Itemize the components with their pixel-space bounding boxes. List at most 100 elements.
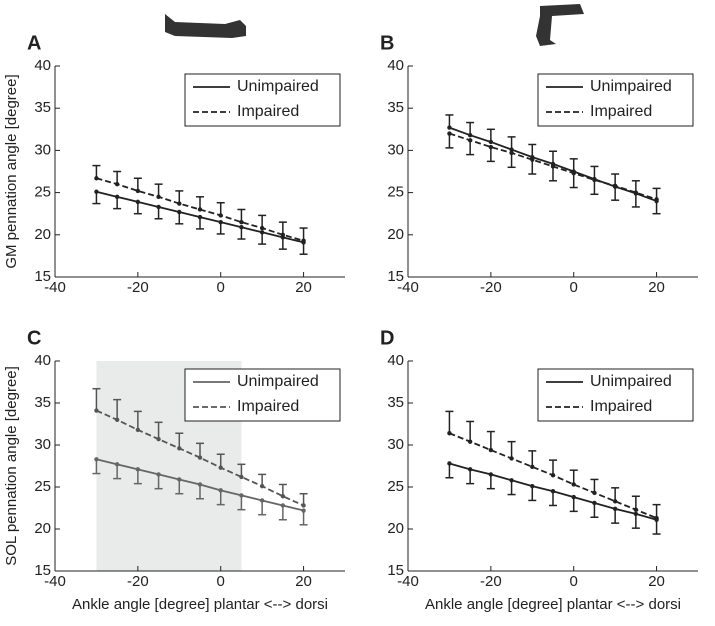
y-tick-label: 35 <box>387 99 404 116</box>
y-tick-label: 15 <box>387 562 404 579</box>
legend-label: Impaired <box>590 398 652 415</box>
error-bar <box>445 463 454 479</box>
error-bar <box>258 500 267 516</box>
x-tick-label: -20 <box>127 279 149 296</box>
y-tick-label: 20 <box>34 520 51 537</box>
error-bar <box>133 469 142 485</box>
x-tick-label: -20 <box>127 573 149 590</box>
error-bar <box>569 469 578 485</box>
error-bar <box>278 505 287 521</box>
error-bar <box>113 398 122 420</box>
error-bar <box>528 159 537 175</box>
legend-box <box>537 73 694 127</box>
y-tick-label: 25 <box>387 184 404 201</box>
y-tick-label: 35 <box>387 394 404 411</box>
y-tick-label: 40 <box>34 352 51 369</box>
point <box>654 515 659 521</box>
x-tick-label: 0 <box>217 279 225 296</box>
y-axis-label: GM pennation angle [degree] <box>3 74 20 268</box>
error-bar <box>113 464 122 480</box>
series-line <box>449 132 657 201</box>
leg-icon-flexed <box>536 4 584 46</box>
x-tick-label: -40 <box>397 573 419 590</box>
error-bar <box>466 420 475 442</box>
x-tick-label: 20 <box>295 573 312 590</box>
error-bar <box>569 173 578 189</box>
error-bar <box>486 147 495 163</box>
error-bar <box>631 495 640 510</box>
legend-label: Impaired <box>237 103 299 120</box>
error-bar <box>445 410 454 434</box>
x-axis-label: Ankle angle [degree] plantar <--> dorsi <box>425 596 681 613</box>
y-tick-label: 15 <box>34 562 51 579</box>
error-bar <box>445 133 454 149</box>
legend-box <box>537 368 694 422</box>
x-axis-label: Ankle angle [degree] plantar <--> dorsi <box>72 596 328 613</box>
x-tick-label: -40 <box>397 279 419 296</box>
error-bar <box>569 497 578 513</box>
error-bar <box>507 440 516 459</box>
error-bar <box>486 430 495 451</box>
y-tick-label: 15 <box>387 268 404 285</box>
legend-label: Unimpaired <box>590 78 672 95</box>
error-bar <box>590 478 599 493</box>
error-bar <box>216 490 225 506</box>
error-bar <box>590 502 599 518</box>
y-tick-label: 25 <box>387 478 404 495</box>
legend-label: Impaired <box>237 398 299 415</box>
x-tick-label: 20 <box>648 279 665 296</box>
error-bar <box>92 459 101 475</box>
error-bar <box>466 469 475 485</box>
error-bar <box>486 474 495 490</box>
y-tick-label: 40 <box>387 57 404 74</box>
y-tick-label: 35 <box>34 99 51 116</box>
x-tick-label: 20 <box>295 279 312 296</box>
y-tick-label: 40 <box>34 57 51 74</box>
y-tick-label: 20 <box>34 226 51 243</box>
legend-label: Impaired <box>590 103 652 120</box>
legend-box <box>184 73 341 127</box>
panel-label: D <box>380 327 394 349</box>
error-bar <box>92 387 101 411</box>
error-bar <box>611 508 620 524</box>
x-tick-label: -20 <box>480 573 502 590</box>
leg-icon-extended <box>165 14 246 38</box>
error-bar <box>652 503 661 519</box>
series-line <box>96 409 304 507</box>
error-bar <box>196 442 204 458</box>
legend-box <box>184 368 341 422</box>
error-bar <box>175 479 184 495</box>
error-bar <box>652 519 661 535</box>
error-bar <box>549 491 557 507</box>
y-tick-label: 35 <box>34 394 51 411</box>
error-bar <box>549 459 557 476</box>
series-line <box>96 458 304 512</box>
error-bar <box>175 432 184 449</box>
x-tick-label: 0 <box>570 573 578 590</box>
x-tick-label: -20 <box>480 279 502 296</box>
legend-label: Unimpaired <box>590 373 672 390</box>
error-bar <box>611 487 620 502</box>
legend-label: Unimpaired <box>237 373 319 390</box>
error-bar <box>466 140 475 156</box>
error-bar <box>237 495 246 511</box>
y-tick-label: 30 <box>387 436 404 453</box>
x-tick-label: 0 <box>570 279 578 296</box>
error-bar <box>528 450 537 467</box>
legend-label: Unimpaired <box>237 78 319 95</box>
error-bar <box>549 166 557 182</box>
y-tick-label: 15 <box>34 268 51 285</box>
error-bar <box>507 152 516 169</box>
y-tick-label: 30 <box>387 141 404 158</box>
x-tick-label: 0 <box>217 573 225 590</box>
error-bar <box>528 486 537 502</box>
panel-label: A <box>27 32 41 54</box>
point <box>488 144 494 150</box>
error-bar <box>133 410 142 430</box>
panel-label: B <box>380 32 394 54</box>
y-tick-label: 25 <box>34 478 51 495</box>
error-bar <box>299 510 308 526</box>
y-tick-label: 20 <box>387 226 404 243</box>
error-bar <box>154 474 163 490</box>
